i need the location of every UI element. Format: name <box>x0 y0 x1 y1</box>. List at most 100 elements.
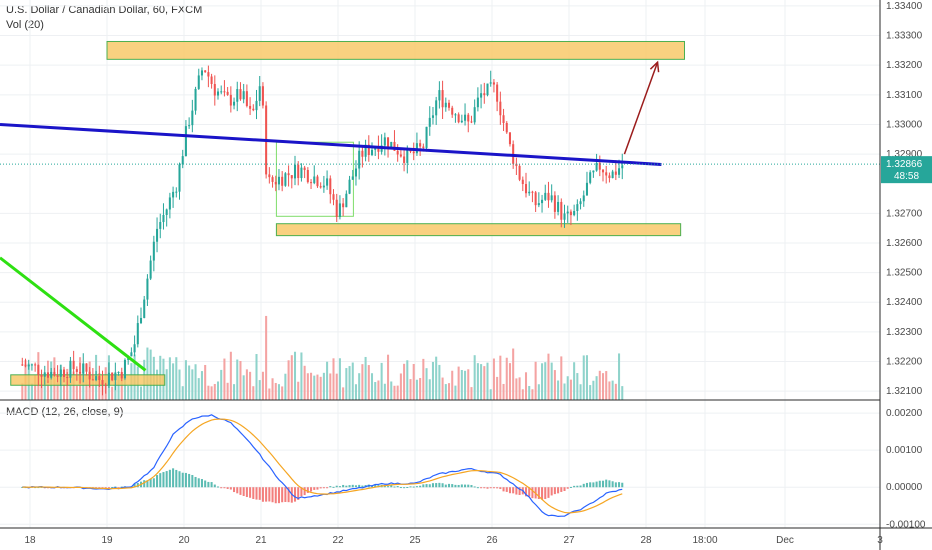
macd-histogram-bar <box>261 487 264 502</box>
volume-bar <box>329 373 332 400</box>
candle <box>268 174 271 178</box>
macd-histogram-bar <box>319 487 322 489</box>
volume-bar <box>117 374 120 400</box>
macd-histogram-bar <box>512 487 515 494</box>
volume-bar <box>332 358 335 400</box>
volume-bar <box>557 380 560 400</box>
candle <box>34 364 37 366</box>
candle <box>252 108 255 111</box>
candle <box>579 201 582 205</box>
candle <box>335 199 338 218</box>
candle <box>399 154 402 157</box>
candle <box>621 165 624 169</box>
macd-histogram-bar <box>326 487 329 489</box>
candle <box>226 91 229 95</box>
volume-bar <box>313 375 316 400</box>
macd-histogram-bar <box>204 480 207 488</box>
macd-histogram-bar <box>399 487 402 489</box>
macd-histogram-bar <box>207 481 210 488</box>
volume-bar <box>91 378 94 400</box>
volume-bar <box>406 360 409 400</box>
volume-bar <box>181 386 184 400</box>
candle <box>159 222 162 229</box>
drawn-lines <box>0 60 880 372</box>
macd-histogram-bar <box>338 486 341 488</box>
candle <box>406 149 409 163</box>
candle <box>210 76 213 84</box>
macd-histogram-bar <box>242 487 245 496</box>
volume-bar <box>611 380 614 400</box>
candle <box>152 241 155 261</box>
candle <box>592 170 595 173</box>
macd-histogram-bar <box>396 486 399 488</box>
macd-histogram-bar <box>573 485 576 488</box>
macd-histogram-bar <box>361 485 364 488</box>
macd-histogram-bar <box>216 486 220 488</box>
volume-bar <box>415 379 418 400</box>
candle <box>130 352 133 357</box>
volume-bar <box>582 355 585 400</box>
candle <box>91 379 94 381</box>
volume-bar <box>431 361 434 400</box>
candle <box>123 359 126 379</box>
candle <box>220 91 223 93</box>
macd-histogram-bar <box>101 487 104 489</box>
macd-histogram-bar <box>107 487 110 489</box>
volume-bar <box>560 356 563 400</box>
macd-histogram-bar <box>293 487 297 502</box>
volume-bar <box>268 388 271 400</box>
candle <box>451 107 454 115</box>
volume-bar <box>207 385 210 400</box>
macd-histogram-bar <box>431 483 434 488</box>
candle <box>271 177 274 182</box>
volume-bar <box>569 379 572 400</box>
volume-bar <box>165 369 168 400</box>
macd-histogram-bar <box>496 487 499 489</box>
candle <box>143 299 146 318</box>
macd-histogram-bar <box>457 484 460 488</box>
candle <box>24 364 27 367</box>
macd-histogram-bar <box>274 487 277 504</box>
candle <box>85 363 88 372</box>
candle <box>107 372 110 386</box>
macd-histogram-bar <box>268 487 271 502</box>
time-tick-label: 28 <box>640 535 652 546</box>
volume-bar <box>618 353 621 400</box>
macd-histogram-bar <box>200 479 203 488</box>
macd-histogram-bar <box>111 487 114 489</box>
macd-histogram-bar <box>117 487 120 489</box>
volume-bar <box>435 356 438 400</box>
macd-histogram-bar <box>537 487 540 500</box>
volume-bar <box>444 384 447 400</box>
volume-bar <box>585 355 588 400</box>
volume-bar <box>566 376 569 400</box>
macd-histogram-bar <box>435 483 438 488</box>
volume-bar <box>550 362 553 400</box>
volume-bar <box>120 377 123 400</box>
green-trendline <box>0 256 147 372</box>
support-zone-left <box>10 374 166 386</box>
candle <box>168 197 171 210</box>
candle <box>534 192 537 206</box>
time-tick-label: Dec <box>776 535 794 546</box>
candle <box>354 168 357 177</box>
volume-bar <box>396 385 399 400</box>
candle <box>37 365 40 375</box>
macd-histogram-bar <box>595 481 598 488</box>
macd-histogram-bar <box>425 484 428 488</box>
macd-histogram-bar <box>544 487 547 499</box>
macd-histogram-bar <box>415 486 418 488</box>
macd-histogram-bar <box>444 484 447 488</box>
volume-bar <box>306 373 309 400</box>
symbol-title: U.S. Dollar / Canadian Dollar, 60, FXCM <box>6 4 203 16</box>
candle <box>27 364 30 367</box>
volume-bar <box>403 363 406 400</box>
volume-bar <box>242 375 245 400</box>
candle <box>508 132 511 145</box>
candle <box>261 86 264 106</box>
macd-histogram-bar <box>310 487 313 492</box>
volume-bar <box>223 358 226 400</box>
volume-bar <box>293 351 297 400</box>
candle <box>56 375 59 377</box>
